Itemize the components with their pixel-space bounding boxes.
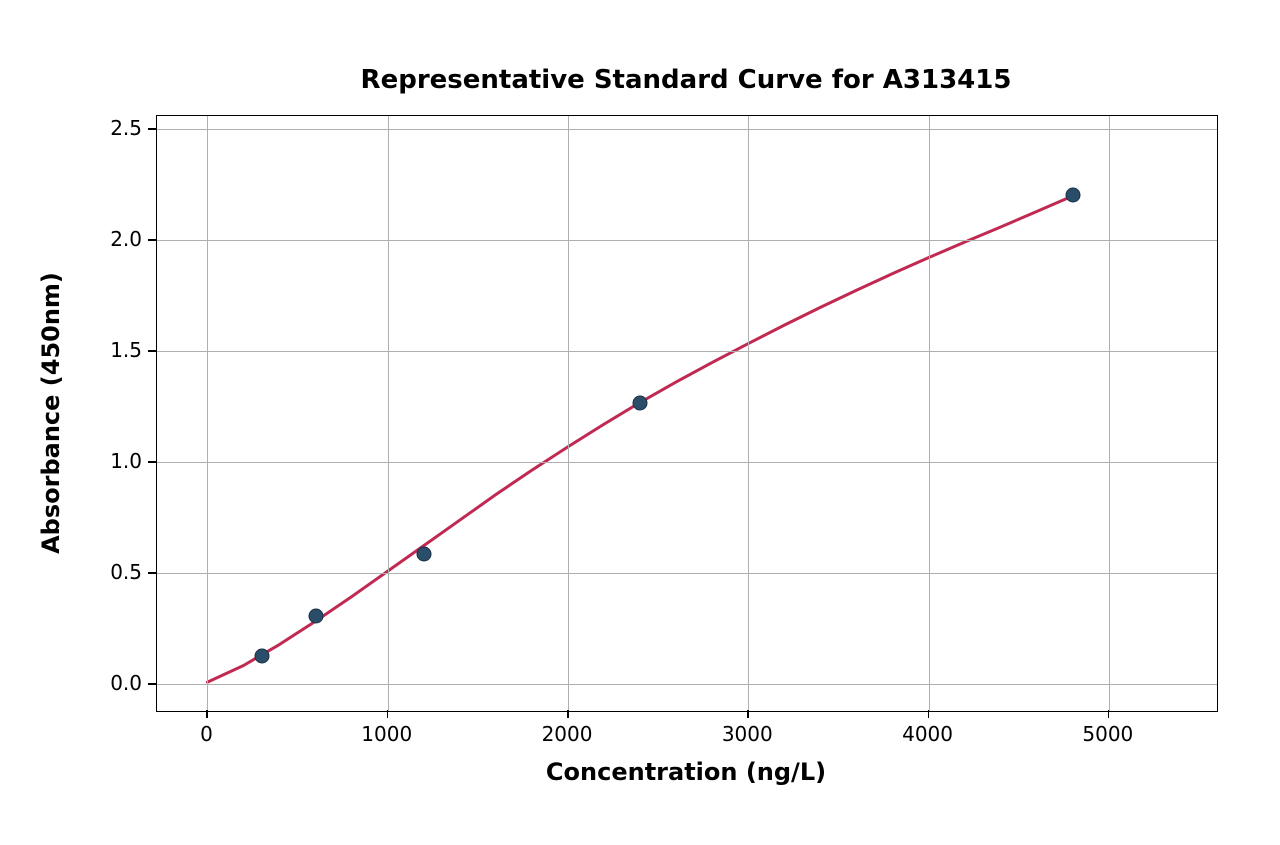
y-tick (148, 572, 156, 574)
x-tick-label: 5000 (1082, 722, 1133, 746)
y-tick (148, 128, 156, 130)
y-tick (148, 350, 156, 352)
x-tick (387, 710, 389, 718)
grid-vline (748, 116, 749, 711)
y-tick-label: 0.5 (110, 560, 142, 584)
grid-hline (157, 684, 1217, 685)
grid-vline (207, 116, 208, 711)
plot-area (156, 115, 1218, 712)
y-tick (148, 239, 156, 241)
x-tick (1108, 710, 1110, 718)
x-tick-label: 0 (200, 722, 213, 746)
y-tick-label: 0.0 (110, 671, 142, 695)
y-tick-label: 1.5 (110, 338, 142, 362)
data-point (1065, 187, 1080, 202)
data-point (254, 648, 269, 663)
figure: Representative Standard Curve for A31341… (0, 0, 1280, 845)
x-tick (567, 710, 569, 718)
y-tick-label: 2.5 (110, 116, 142, 140)
chart-title: Representative Standard Curve for A31341… (361, 65, 1012, 95)
x-tick (206, 710, 208, 718)
data-point (416, 546, 431, 561)
grid-hline (157, 351, 1217, 352)
grid-hline (157, 573, 1217, 574)
grid-hline (157, 129, 1217, 130)
x-tick-label: 3000 (722, 722, 773, 746)
y-tick (148, 461, 156, 463)
y-tick-label: 1.0 (110, 449, 142, 473)
x-axis-label: Concentration (ng/L) (546, 758, 826, 786)
grid-vline (929, 116, 930, 711)
x-tick-label: 4000 (902, 722, 953, 746)
x-tick (747, 710, 749, 718)
grid-vline (388, 116, 389, 711)
y-axis-label: Absorbance (450nm) (37, 272, 65, 554)
data-point (633, 396, 648, 411)
y-tick (148, 683, 156, 685)
data-point (308, 609, 323, 624)
x-tick-label: 1000 (361, 722, 412, 746)
grid-hline (157, 240, 1217, 241)
y-tick-label: 2.0 (110, 227, 142, 251)
x-tick (928, 710, 930, 718)
grid-vline (1109, 116, 1110, 711)
x-tick-label: 2000 (542, 722, 593, 746)
grid-hline (157, 462, 1217, 463)
grid-vline (568, 116, 569, 711)
